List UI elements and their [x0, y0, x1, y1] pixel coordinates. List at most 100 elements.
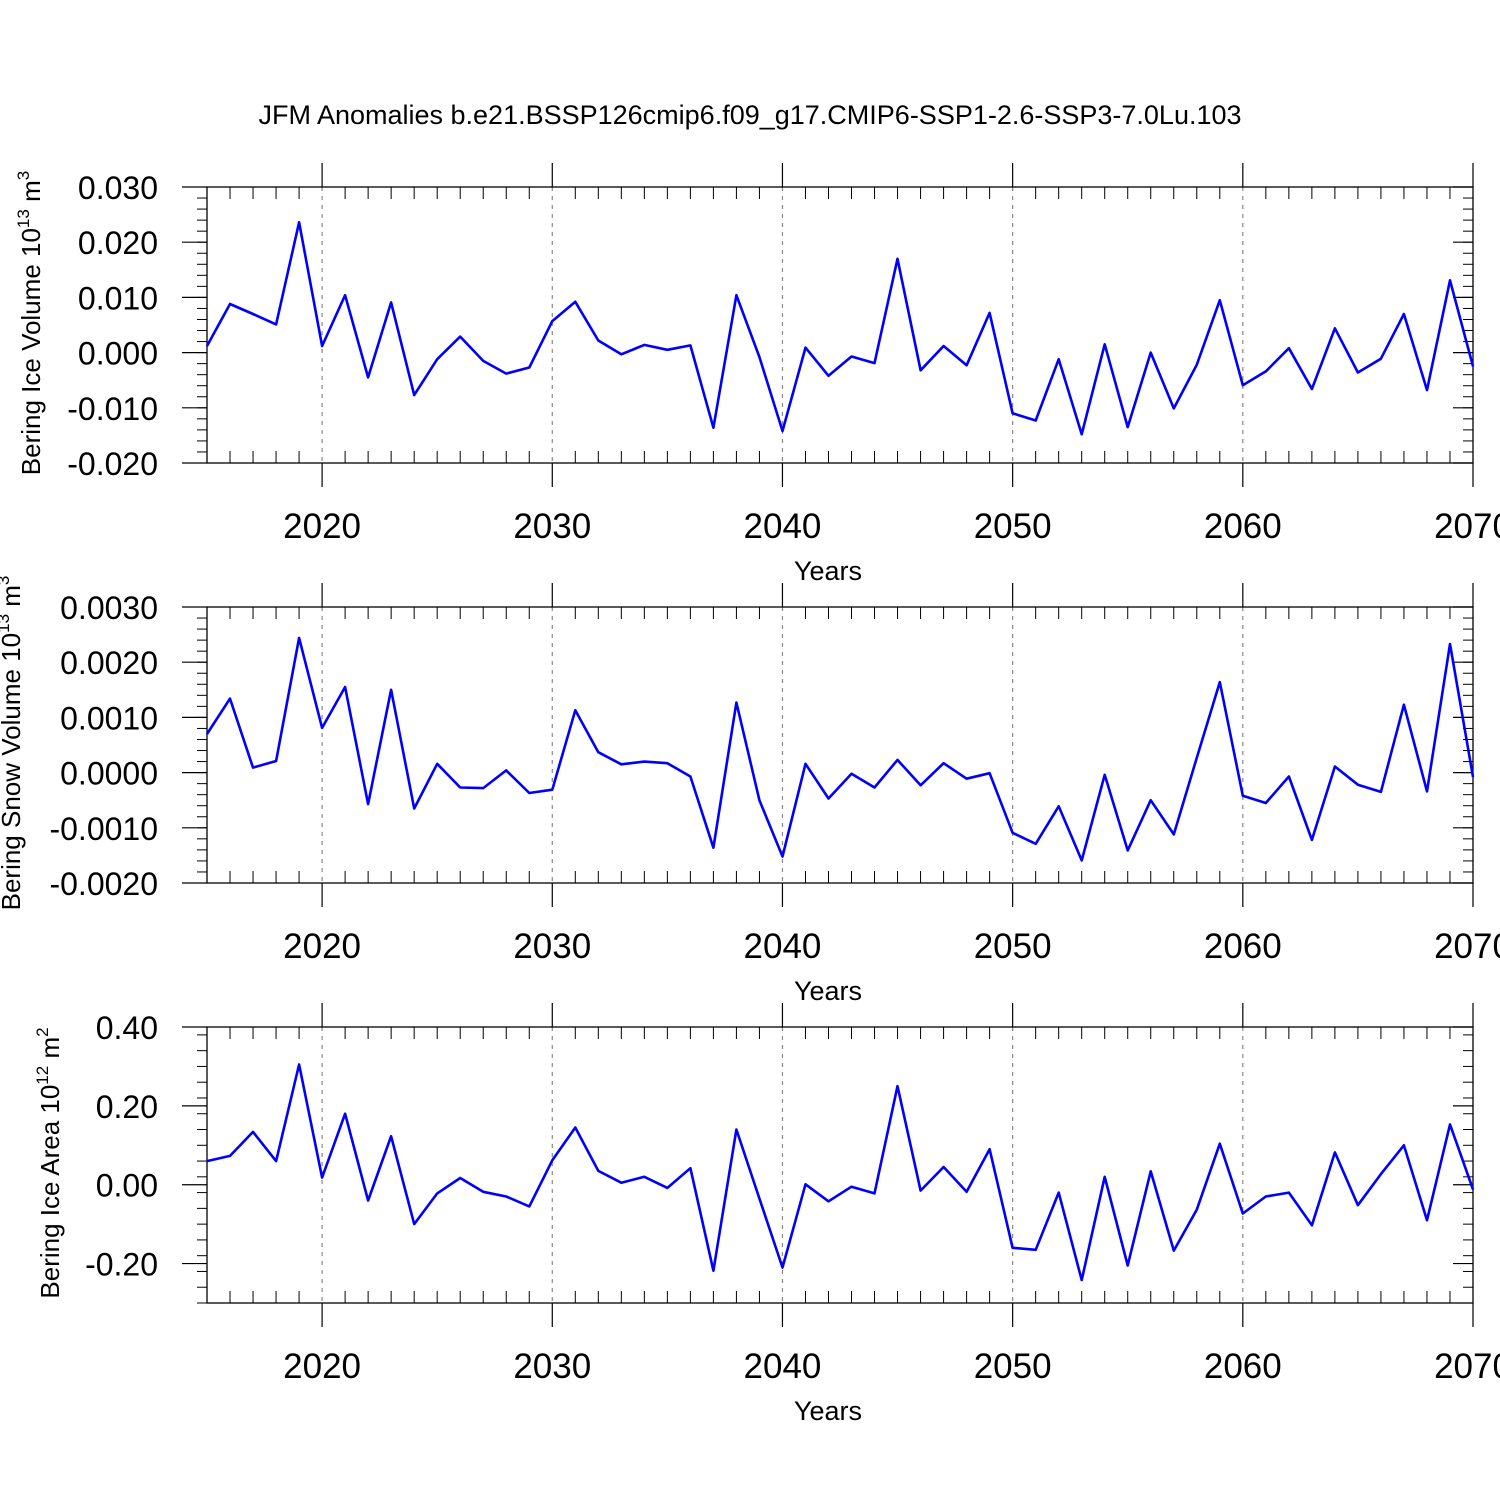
data-point	[597, 751, 600, 753]
data-point	[1195, 1208, 1198, 1211]
data-point	[1334, 765, 1336, 768]
data-point	[344, 686, 346, 688]
data-point	[988, 772, 991, 774]
data-point	[1219, 681, 1221, 683]
y-axis-label-unit: m	[35, 1037, 65, 1066]
x-tick-label: 2020	[283, 507, 361, 546]
data-point	[1080, 859, 1083, 862]
data-point	[298, 637, 300, 639]
y-axis-label-exponent: 12	[33, 1066, 52, 1085]
data-point	[620, 1181, 623, 1184]
data-point	[873, 786, 876, 789]
data-point	[620, 763, 623, 766]
data-point	[1265, 370, 1267, 373]
data-point	[712, 1269, 715, 1272]
data-point	[965, 1191, 968, 1193]
data-point	[896, 759, 899, 761]
data-point	[666, 1187, 669, 1189]
data-point	[1011, 412, 1014, 415]
data-point	[1449, 643, 1451, 645]
x-tick-label: 2060	[1204, 507, 1282, 546]
data-point	[551, 1159, 554, 1162]
data-point	[1242, 794, 1244, 797]
data-point	[689, 344, 692, 347]
data-point	[758, 1197, 761, 1200]
data-point	[275, 760, 277, 762]
chart-title: JFM Anomalies b.e21.BSSP126cmip6.f09_g17…	[258, 100, 1241, 130]
data-point	[252, 1131, 254, 1133]
data-point	[735, 701, 738, 704]
x-tick-label: 2020	[283, 927, 361, 966]
data-point	[229, 697, 231, 700]
data-point	[505, 372, 508, 375]
data-point	[1380, 357, 1382, 360]
data-point	[528, 366, 531, 369]
data-point	[206, 1160, 208, 1162]
data-point	[896, 257, 899, 260]
x-tick-label: 2030	[513, 1347, 591, 1386]
data-point	[482, 360, 485, 362]
data-point	[298, 221, 300, 224]
data-point	[827, 1200, 830, 1203]
x-tick-label: 2040	[744, 507, 822, 546]
data-point	[873, 1192, 876, 1195]
data-point	[528, 1205, 531, 1208]
data-point	[597, 339, 600, 342]
data-point	[1265, 802, 1267, 804]
data-point	[1242, 384, 1244, 386]
data-point	[390, 301, 392, 304]
data-point	[574, 1126, 577, 1129]
x-axis-label: Years	[794, 556, 862, 586]
data-point	[1172, 1249, 1175, 1252]
x-axis-label: Years	[794, 1396, 862, 1426]
y-axis-label-text: Bering Ice Volume 10	[16, 228, 46, 475]
data-point	[321, 345, 323, 347]
y-tick-label: 0.020	[78, 225, 158, 261]
y-tick-label: -0.020	[67, 446, 158, 482]
data-point	[1034, 419, 1037, 422]
x-axis-label: Years	[794, 976, 862, 1006]
data-point	[206, 345, 208, 347]
data-point	[850, 355, 853, 358]
data-point	[1334, 1151, 1336, 1154]
x-tick-label: 2020	[283, 1347, 361, 1386]
data-point	[1380, 791, 1382, 793]
x-tick-label: 2060	[1204, 927, 1282, 966]
data-point	[1380, 1173, 1382, 1175]
data-point	[781, 855, 784, 858]
y-tick-label: 0.20	[96, 1089, 158, 1125]
data-point	[1195, 363, 1198, 366]
data-point	[873, 362, 876, 364]
data-point	[712, 846, 715, 849]
data-point	[919, 1189, 922, 1192]
data-point	[597, 1170, 600, 1172]
data-point	[919, 369, 922, 372]
data-point	[367, 803, 369, 805]
data-point	[1219, 1142, 1221, 1145]
data-point	[1057, 358, 1060, 361]
y-axis-label-unit: m	[0, 585, 26, 614]
data-point	[275, 1160, 277, 1162]
data-point	[413, 1223, 415, 1225]
data-point	[390, 1135, 392, 1138]
series-line	[205, 636, 1475, 862]
data-point	[965, 777, 968, 780]
data-point	[988, 312, 991, 314]
data-point	[1011, 1247, 1014, 1249]
data-point	[689, 775, 692, 778]
data-point	[436, 762, 438, 765]
plot-frame	[206, 1026, 1474, 1304]
data-point	[505, 1195, 508, 1198]
data-point	[620, 353, 623, 356]
x-tick-label: 2060	[1204, 1347, 1282, 1386]
y-axis-label-unit: m	[16, 180, 46, 209]
data-point	[275, 323, 277, 326]
data-point	[643, 1176, 646, 1178]
data-point	[735, 1128, 738, 1131]
data-point	[1011, 831, 1014, 834]
data-point	[1057, 1191, 1060, 1194]
data-point	[1265, 1195, 1267, 1198]
data-point	[712, 426, 715, 429]
